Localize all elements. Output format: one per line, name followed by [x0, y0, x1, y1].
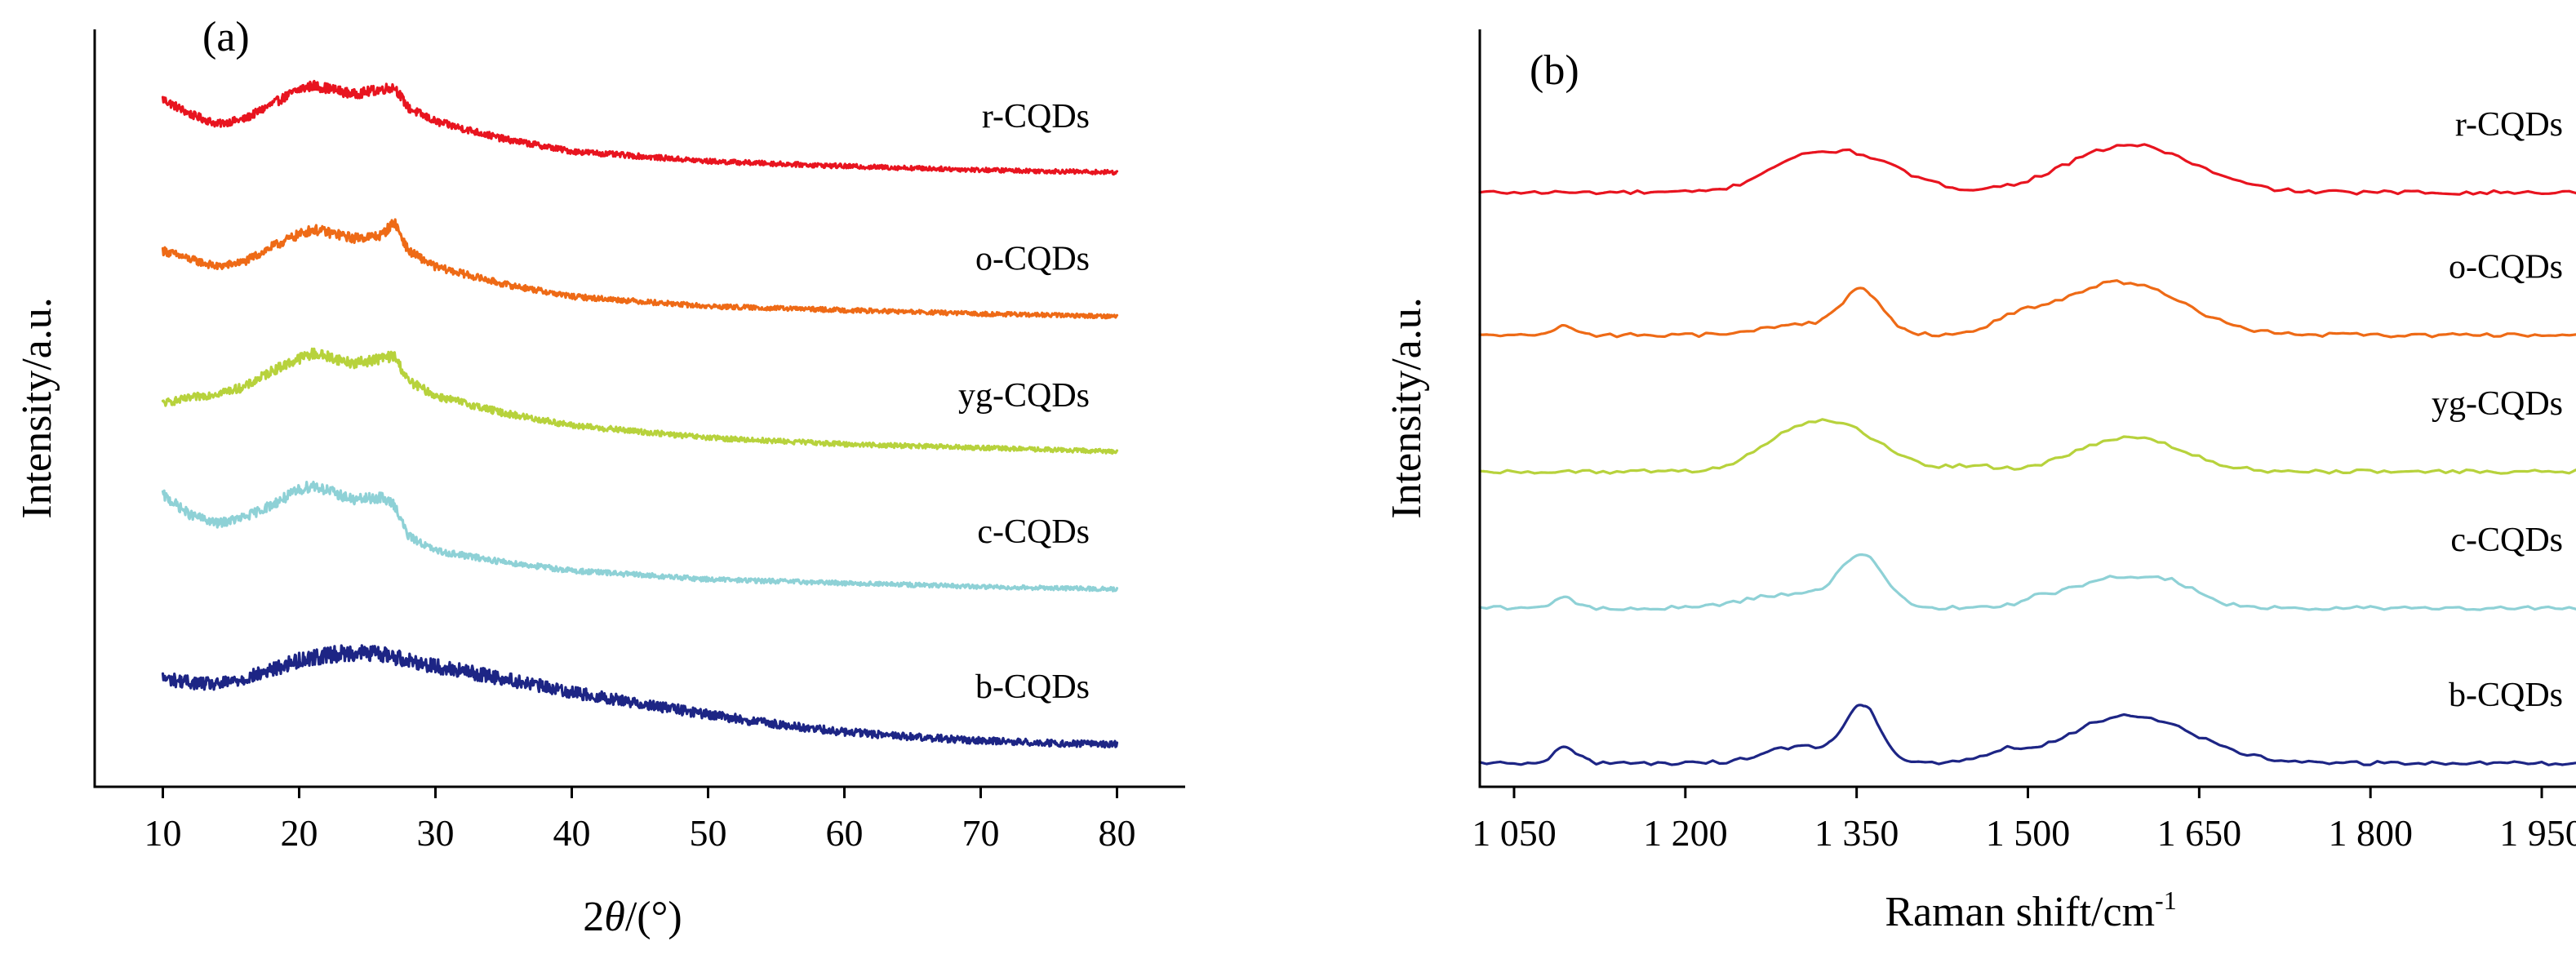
- panel-b-x-tick-label-1350: 1 350: [1814, 812, 1899, 854]
- panel-a-x-tick-label-60: 60: [826, 812, 864, 854]
- panel-b-x-tick-label-1650: 1 650: [2157, 812, 2242, 854]
- panel-a-series-label: c-CQDs: [977, 513, 1090, 551]
- panel-b-series-yg-CQDs: [1478, 418, 2576, 475]
- panel-a-x-tick-label-20: 20: [281, 812, 318, 854]
- panel-a-series-label: o-CQDs: [975, 241, 1090, 278]
- panel-a-x-tick-label-50: 50: [690, 812, 727, 854]
- panel-b-series-group: [1478, 143, 2576, 766]
- panel-a-series-b-CQDs: [161, 644, 1119, 749]
- panel-a-x-tick-label-10: 10: [144, 812, 182, 854]
- panel-a-y-axis-title: Intensity/a.u.: [14, 297, 60, 519]
- panel-a-label: (a): [202, 14, 250, 60]
- panel-a-x-tick-label-30: 30: [417, 812, 455, 854]
- panel-a-series-label: r-CQDs: [982, 98, 1090, 135]
- panel-b-label: (b): [1530, 47, 1579, 94]
- panel-b-series-b-CQDs: [1478, 704, 2576, 766]
- panel-b-series-label: yg-CQDs: [2432, 385, 2563, 423]
- panel-a-x-ticks: 10 20 30 40 50 60 70 80: [144, 787, 1136, 854]
- panel-b-series-label: o-CQDs: [2449, 249, 2563, 286]
- panel-a-series-label: b-CQDs: [975, 668, 1090, 706]
- panel-b-x-axis-title: Raman shift/cm-1: [1885, 886, 2176, 935]
- panel-b-axes: [1478, 29, 2576, 788]
- panel-a-axes: [93, 29, 1185, 788]
- panel-b-x-tick-label-1950: 1 950: [2499, 812, 2576, 854]
- panel-b-raman-chart: (b) r-CQDs o-CQDs yg-CQDs c-CQDs b-CQDs 1 05…: [1383, 29, 2576, 935]
- panel-a-x-tick-label-40: 40: [553, 812, 591, 854]
- panel-b-series-label: c-CQDs: [2450, 522, 2563, 559]
- panel-a-series-o-CQDs: [161, 218, 1119, 320]
- panel-a-x-tick-label-70: 70: [962, 812, 1000, 854]
- panel-a-series-c-CQDs: [161, 480, 1119, 593]
- panel-b-x-tick-label-1500: 1 500: [1986, 812, 2071, 854]
- panel-b-series-r-CQDs: [1478, 143, 2576, 196]
- panel-a-x-axis-title: 2θ/(°): [583, 894, 682, 940]
- panel-b-series-label: b-CQDs: [2449, 677, 2563, 714]
- panel-a-series-group: [161, 79, 1119, 749]
- panel-a-series-yg-CQDs: [161, 347, 1119, 455]
- panel-b-series-c-CQDs: [1478, 553, 2576, 611]
- panel-b-y-axis-title: Intensity/a.u.: [1383, 297, 1430, 519]
- panel-a-series-labels: r-CQDs o-CQDs yg-CQDs c-CQDs b-CQDs: [958, 98, 1090, 706]
- panel-a-x-tick-label-80: 80: [1099, 812, 1136, 854]
- panel-b-x-ticks: 1 050 1 200 1 350 1 500 1 650 1 800 1 950: [1472, 787, 2576, 854]
- panel-b-series-o-CQDs: [1478, 279, 2576, 339]
- panel-b-x-tick-label-1050: 1 050: [1472, 812, 1557, 854]
- panel-b-series-labels: r-CQDs o-CQDs yg-CQDs c-CQDs b-CQDs: [2432, 106, 2563, 714]
- panel-a-series-label: yg-CQDs: [958, 377, 1090, 415]
- panel-a-series-r-CQDs: [161, 79, 1119, 176]
- panel-b-series-label: r-CQDs: [2455, 106, 2563, 144]
- panel-a-xrd-chart: (a) r-CQDs o-CQDs yg-CQDs c-CQDs b-CQDs 10 20…: [14, 14, 1185, 940]
- panel-b-x-tick-label-1200: 1 200: [1643, 812, 1728, 854]
- panel-b-x-tick-label-1800: 1 800: [2328, 812, 2413, 854]
